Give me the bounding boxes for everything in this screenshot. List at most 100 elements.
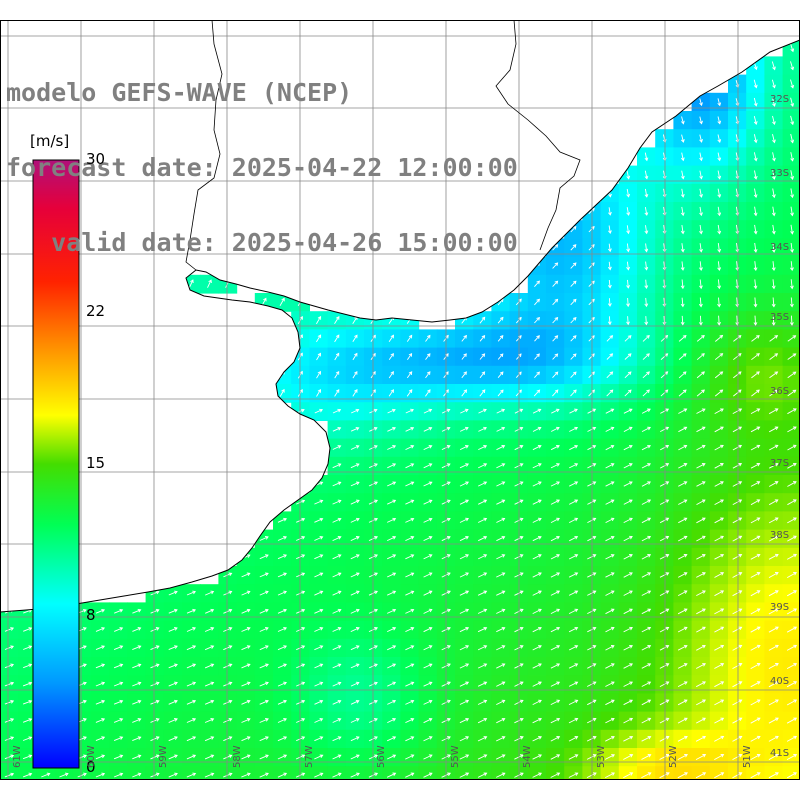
wind-arrow	[771, 315, 776, 326]
wind-arrow	[534, 335, 540, 342]
wind-arrow	[695, 754, 707, 760]
lat-label: 39S	[770, 602, 790, 613]
wind-arrow	[732, 535, 743, 542]
wind-arrow	[680, 206, 685, 217]
wind-arrow	[407, 352, 413, 360]
wind-arrow	[168, 608, 178, 614]
wind-arrow	[314, 736, 324, 742]
wind-arrow	[626, 207, 631, 216]
wind-arrow	[277, 754, 288, 760]
wind-arrow	[77, 772, 87, 778]
wind-arrow	[587, 572, 597, 578]
wind-arrow	[659, 572, 670, 578]
wind-arrow	[552, 353, 559, 360]
wind-arrow	[644, 170, 649, 180]
wind-arrow	[388, 334, 395, 342]
wind-arrow	[150, 663, 160, 669]
lon-label: 55W	[450, 745, 461, 768]
wind-arrow	[405, 536, 415, 542]
wind-arrow	[4, 663, 15, 669]
wind-arrow	[387, 645, 397, 651]
wind-arrow	[586, 772, 597, 779]
wind-arrow	[605, 554, 615, 560]
wind-arrow	[4, 718, 15, 723]
wind-arrow	[750, 426, 761, 433]
wind-arrow	[259, 554, 269, 560]
wind-arrow	[623, 645, 633, 651]
wind-arrow	[496, 626, 506, 633]
wind-arrow	[95, 681, 106, 687]
wind-arrow	[314, 517, 324, 523]
wind-arrow	[534, 316, 540, 324]
lat-label: 38S	[770, 530, 790, 541]
speed-cell	[746, 766, 765, 780]
speed-cell	[254, 766, 274, 780]
wind-arrow	[423, 408, 433, 414]
wind-arrow	[496, 572, 506, 578]
wind-arrow	[113, 736, 124, 742]
wind-arrow	[717, 297, 722, 308]
wind-arrow	[732, 553, 743, 560]
wind-arrow	[587, 626, 597, 633]
wind-arrow	[660, 371, 669, 379]
wind-arrow	[587, 645, 597, 651]
wind-arrow	[605, 735, 615, 742]
speed-cell	[637, 766, 656, 780]
wind-arrow	[532, 608, 542, 615]
wind-arrow	[699, 152, 703, 162]
wind-arrow	[753, 115, 758, 125]
wind-arrow	[696, 553, 706, 560]
wind-arrow	[4, 736, 15, 741]
wind-arrow	[316, 388, 321, 397]
wind-arrow	[132, 627, 142, 632]
colorbar	[32, 159, 80, 769]
wind-arrow	[460, 426, 469, 432]
wind-arrow	[659, 590, 670, 596]
wind-arrow	[623, 590, 633, 596]
wind-arrow	[132, 699, 142, 705]
wind-arrow	[641, 572, 652, 578]
wind-arrow	[405, 426, 415, 432]
wind-arrow	[314, 718, 324, 723]
wind-arrow	[459, 535, 469, 542]
wind-arrow	[150, 718, 160, 723]
wind-arrow	[22, 681, 33, 687]
wind-arrow	[732, 517, 743, 524]
wind-arrow	[534, 353, 540, 360]
wind-arrow	[659, 754, 670, 760]
wind-arrow	[4, 627, 15, 632]
wind-arrow	[659, 608, 670, 615]
wind-arrow	[714, 717, 725, 724]
wind-arrow	[786, 553, 797, 560]
wind-arrow	[405, 754, 415, 760]
wind-arrow	[550, 699, 561, 706]
wind-arrow	[680, 134, 685, 143]
speed-cell	[782, 111, 800, 130]
wind-arrow	[479, 353, 486, 360]
wind-arrow	[496, 426, 506, 432]
wind-arrow	[677, 626, 688, 633]
wind-arrow	[696, 426, 706, 433]
wind-arrow	[568, 772, 579, 778]
wind-arrow	[605, 681, 615, 687]
wind-arrow	[405, 590, 415, 596]
wind-arrow	[478, 517, 488, 523]
wind-arrow	[696, 535, 706, 542]
wind-arrow	[568, 499, 579, 505]
wind-arrow	[316, 315, 322, 325]
wind-arrow	[768, 608, 779, 615]
wind-arrow	[550, 535, 560, 542]
wind-arrow	[22, 772, 33, 778]
wind-arrow	[168, 699, 178, 705]
wind-arrow	[532, 572, 542, 578]
wind-arrow	[150, 627, 160, 632]
wind-arrow	[388, 371, 394, 379]
wind-arrow	[605, 463, 615, 469]
wind-arrow	[314, 590, 324, 596]
wind-arrow	[717, 224, 722, 235]
wind-arrow	[459, 699, 470, 705]
wind-arrow	[714, 735, 725, 742]
wind-arrow	[406, 334, 413, 342]
wind-arrow	[608, 188, 612, 198]
wind-arrow	[532, 481, 542, 487]
